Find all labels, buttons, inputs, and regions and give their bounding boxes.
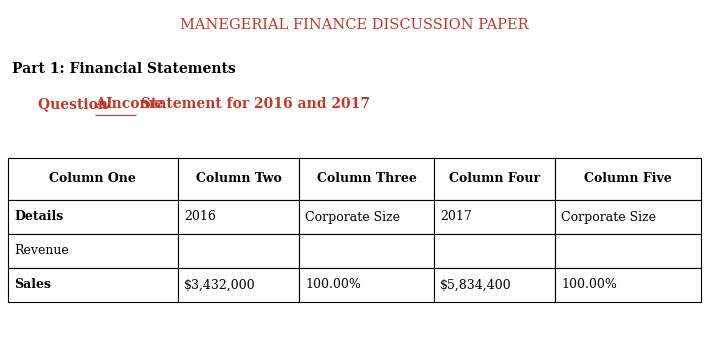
Text: Column Five: Column Five [584,172,672,185]
Bar [8,158,178,200]
Bar [178,234,299,268]
Bar [299,234,434,268]
Text: 100.00%: 100.00% [305,279,361,291]
Bar [178,200,299,234]
Bar [178,268,299,302]
Text: Column One: Column One [50,172,136,185]
Bar [299,200,434,234]
Bar [555,200,701,234]
Text: Income: Income [106,97,164,111]
Text: Column Two: Column Two [196,172,281,185]
Bar [434,268,555,302]
Text: Question: Question [38,97,113,111]
Text: Part 1: Financial Statements: Part 1: Financial Statements [12,62,236,76]
Text: Corporate Size: Corporate Size [562,211,657,224]
Text: $5,834,400: $5,834,400 [440,279,512,291]
Bar [8,268,178,302]
Bar [8,200,178,234]
Text: Corporate Size: Corporate Size [305,211,400,224]
Text: 2016: 2016 [184,211,216,224]
Bar [434,158,555,200]
Text: 2017: 2017 [440,211,472,224]
Text: MANEGERIAL FINANCE DISCUSSION PAPER: MANEGERIAL FINANCE DISCUSSION PAPER [180,18,529,32]
Text: Column Three: Column Three [317,172,417,185]
Text: Revenue: Revenue [14,245,69,258]
Text: Sales: Sales [14,279,51,291]
Bar [8,234,178,268]
Bar [555,268,701,302]
Bar [178,158,299,200]
Bar [555,158,701,200]
Bar [555,234,701,268]
Text: A.: A. [95,97,111,111]
Text: 100.00%: 100.00% [562,279,618,291]
Text: $3,432,000: $3,432,000 [184,279,255,291]
Bar [434,200,555,234]
Text: Column Four: Column Four [450,172,540,185]
Bar [299,268,434,302]
Bar [434,234,555,268]
Bar [299,158,434,200]
Text: Statement for 2016 and 2017: Statement for 2016 and 2017 [137,97,371,111]
Text: Details: Details [14,211,63,224]
